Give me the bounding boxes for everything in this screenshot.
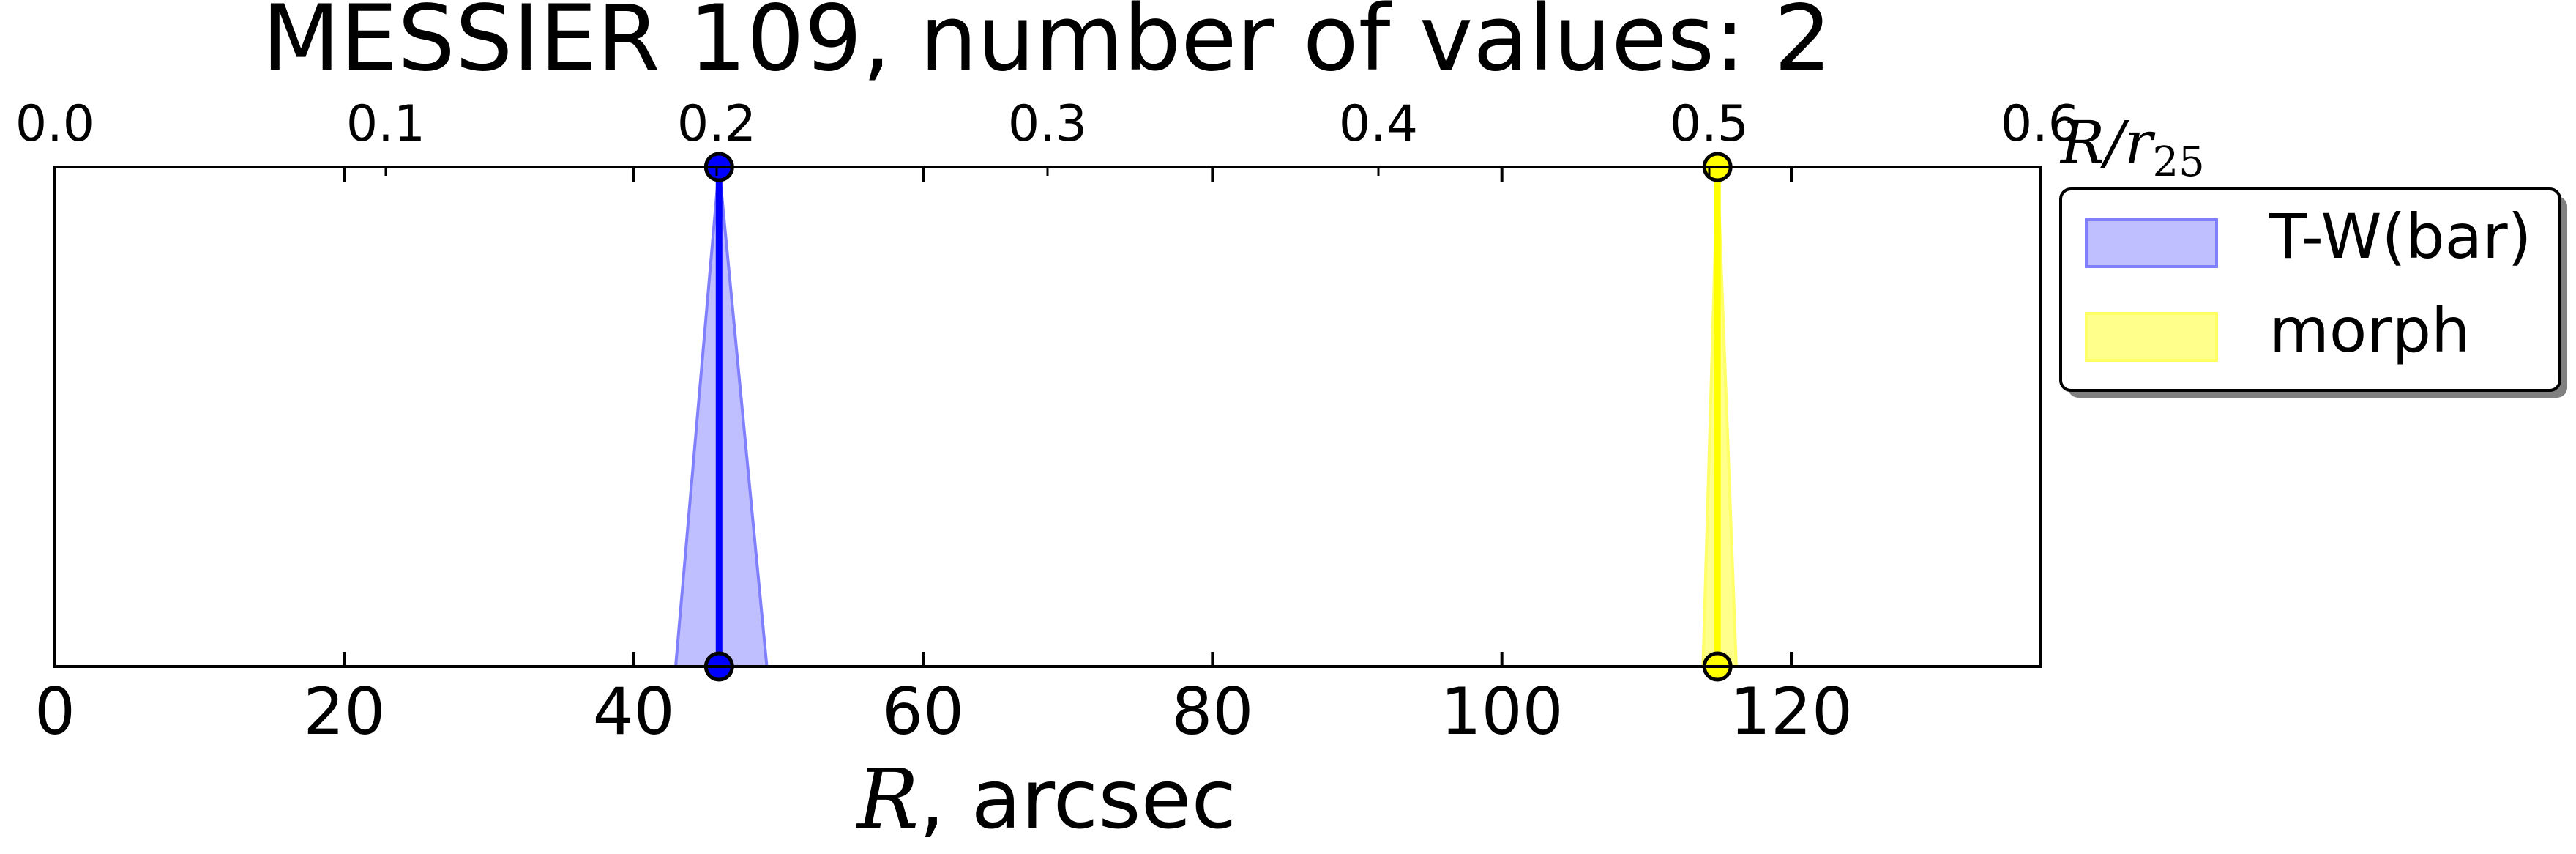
top-tick-label: 0.2	[677, 95, 756, 153]
x-tick-label: 60	[882, 674, 964, 749]
x-axis-label-symbol: R	[856, 752, 919, 847]
top-tick-label: 0.0	[15, 95, 94, 153]
top-tick-label: 0.4	[1339, 95, 1418, 153]
top-tick-label: 0.6	[2001, 95, 2080, 153]
x-tick-label: 120	[1730, 674, 1853, 749]
x-axis-label: R, arcsec	[856, 752, 1236, 847]
top-tick-label: 0.3	[1008, 95, 1087, 153]
top-axis-label-subscript: 25	[2152, 138, 2204, 186]
x-tick-label: 100	[1441, 674, 1564, 749]
legend-label: T-W(bar)	[2269, 201, 2531, 272]
top-axis: 0.0 0.1 0.2 0.3 0.4 0.5 0.6	[15, 95, 2080, 176]
top-axis-label: R/r25	[2059, 108, 2205, 186]
x-tick-label: 0	[34, 674, 75, 749]
chart-title: MESSIER 109, number of values: 2	[262, 0, 1832, 92]
top-axis-label-base: R/r	[2059, 108, 2156, 177]
x-tick-label: 20	[303, 674, 385, 749]
x-tick-label: 80	[1171, 674, 1253, 749]
legend-swatch	[2085, 312, 2218, 362]
top-tick-label: 0.1	[346, 95, 425, 153]
legend-label: morph	[2269, 294, 2470, 366]
legend: T-W(bar) morph	[2059, 187, 2567, 398]
legend-swatch	[2085, 218, 2218, 268]
top-tick-label: 0.5	[1670, 95, 1749, 153]
legend-items: T-W(bar) morph	[2085, 201, 2531, 366]
bottom-axis: 0 20 40 60 80 100 120	[34, 167, 1853, 749]
x-axis-label-text: , arcsec	[919, 752, 1236, 847]
x-tick-label: 40	[593, 674, 675, 749]
